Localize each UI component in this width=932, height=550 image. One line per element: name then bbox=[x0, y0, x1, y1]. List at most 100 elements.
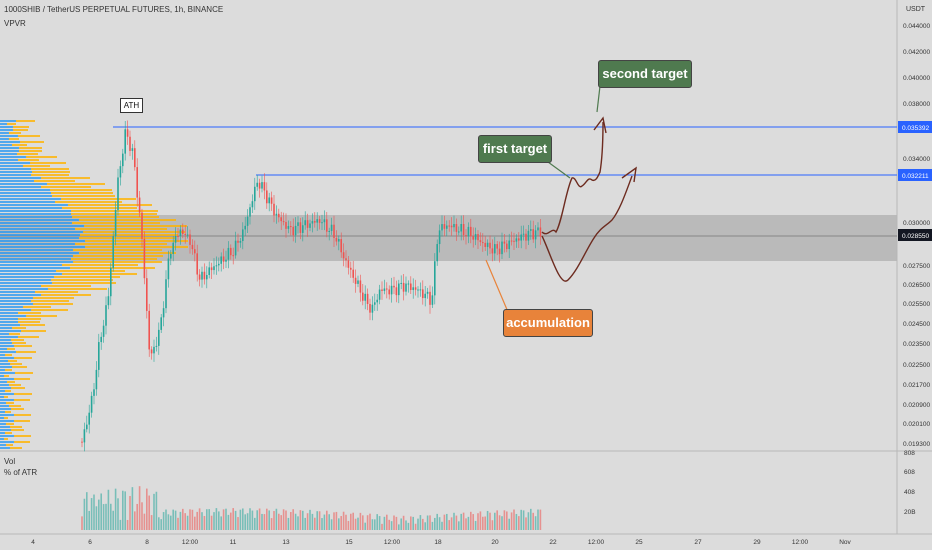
volume-bar bbox=[414, 523, 417, 530]
vpvr-bar-orange bbox=[71, 213, 157, 215]
volume-bar bbox=[263, 514, 266, 530]
time-axis[interactable]: 4 6 8 12:00 11 13 15 12:00 18 20 22 12:00 25 27 29 12:0… bbox=[31, 539, 851, 546]
volume-bar bbox=[208, 509, 210, 530]
vpvr-bar-orange bbox=[75, 243, 167, 245]
candle-body bbox=[434, 261, 436, 296]
vpvr-bar-orange bbox=[9, 384, 21, 386]
candle-body bbox=[294, 225, 297, 236]
volume-bar bbox=[196, 511, 198, 530]
volume-subtitle: % of ATR bbox=[4, 468, 38, 477]
vpvr-bar-blue bbox=[0, 171, 32, 173]
volume-axis-label: 20B bbox=[904, 509, 916, 516]
vpvr-bar-blue bbox=[0, 354, 5, 356]
vpvr-bar-orange bbox=[14, 399, 30, 401]
candle-body bbox=[203, 271, 206, 280]
vpvr-bar-orange bbox=[23, 306, 51, 308]
candle-body bbox=[465, 235, 467, 237]
vpvr-bar-blue bbox=[0, 357, 14, 359]
vpvr-bar-blue bbox=[0, 309, 31, 311]
volume-bar bbox=[417, 518, 419, 530]
candle-body bbox=[102, 325, 105, 337]
candle-body bbox=[280, 217, 282, 222]
volume-bar bbox=[239, 509, 242, 530]
time-tick-label: 29 bbox=[753, 539, 761, 546]
vpvr-bar-orange bbox=[4, 417, 8, 419]
vpvr-bar-orange bbox=[7, 123, 16, 125]
vpvr-bar-orange bbox=[41, 177, 90, 179]
candle-body bbox=[378, 289, 381, 300]
vpvr-bar-blue bbox=[0, 267, 70, 269]
candle-body bbox=[230, 247, 232, 256]
candle-body bbox=[470, 226, 472, 237]
vpvr-bar-orange bbox=[35, 291, 78, 293]
candle-body bbox=[174, 236, 177, 243]
price-tick-label: 0.019300 bbox=[903, 441, 930, 448]
price-axis[interactable]: USDT 0.044000 0.042000 0.040000 0.038000 0.03… bbox=[898, 6, 932, 516]
candle-body bbox=[155, 345, 158, 347]
volume-bar bbox=[378, 516, 381, 530]
candle-body bbox=[467, 226, 470, 237]
volume-bar bbox=[98, 499, 100, 530]
volume-bar bbox=[280, 515, 282, 530]
candle-body bbox=[398, 283, 400, 296]
candle-body bbox=[450, 225, 453, 228]
vpvr-bar-blue bbox=[0, 276, 54, 278]
candle-body bbox=[261, 182, 263, 189]
vpvr-bar-blue bbox=[0, 405, 9, 407]
price-tick-label: 0.044000 bbox=[903, 23, 930, 30]
vpvr-bar-blue bbox=[0, 393, 14, 395]
candle-body bbox=[112, 236, 114, 268]
candle-body bbox=[194, 249, 196, 254]
vpvr-bar-orange bbox=[5, 390, 11, 392]
candle-body bbox=[453, 224, 455, 228]
candle-body bbox=[206, 274, 208, 280]
volume-bar bbox=[275, 508, 278, 530]
indicator-label[interactable]: VPVR bbox=[4, 19, 26, 28]
candle-body bbox=[318, 219, 321, 223]
vpvr-bar-blue bbox=[0, 270, 56, 272]
price-tick-label: 0.026500 bbox=[903, 282, 930, 289]
vpvr-bar-blue bbox=[0, 345, 14, 347]
vpvr-bar-blue bbox=[0, 378, 14, 380]
volume-bar bbox=[359, 512, 362, 530]
candle-body bbox=[285, 222, 287, 229]
candle-body bbox=[126, 129, 129, 137]
vpvr-bar-blue bbox=[0, 294, 41, 296]
vpvr-bar-blue bbox=[0, 432, 5, 434]
volume-title[interactable]: Vol bbox=[4, 457, 16, 466]
volume-bar bbox=[400, 518, 402, 530]
volume-bar bbox=[268, 510, 270, 530]
volume-bar bbox=[525, 517, 527, 530]
first-target-callout: first target bbox=[478, 135, 552, 163]
volume-bar bbox=[438, 517, 441, 530]
candle-body bbox=[196, 253, 198, 275]
volume-bar bbox=[532, 512, 534, 530]
candle-body bbox=[436, 244, 438, 262]
volume-bar bbox=[126, 519, 129, 530]
candle-body bbox=[532, 229, 534, 240]
projection-arrows bbox=[485, 85, 637, 313]
candle-body bbox=[482, 242, 484, 244]
volume-bar bbox=[318, 511, 321, 530]
candle-body bbox=[342, 252, 345, 259]
volume-bar bbox=[119, 519, 122, 530]
time-tick-label: 12:00 bbox=[792, 539, 809, 546]
candle-body bbox=[422, 289, 424, 299]
volume-bar bbox=[110, 503, 112, 530]
volume-bar bbox=[201, 512, 203, 530]
vpvr-bar-orange bbox=[18, 321, 40, 323]
candle-body bbox=[513, 240, 515, 242]
volume-bar bbox=[158, 517, 160, 530]
candle-body bbox=[297, 222, 299, 226]
candle-body bbox=[93, 389, 95, 396]
vpvr-bar-orange bbox=[15, 372, 33, 374]
candle-body bbox=[364, 293, 366, 301]
candle-body bbox=[369, 303, 371, 313]
volume-bar bbox=[134, 511, 136, 530]
vpvr-bar-orange bbox=[9, 333, 20, 335]
candle-body bbox=[472, 236, 474, 240]
volume-bar bbox=[453, 512, 455, 530]
vpvr-bar-orange bbox=[5, 432, 12, 434]
vpvr-bar-blue bbox=[0, 129, 13, 131]
